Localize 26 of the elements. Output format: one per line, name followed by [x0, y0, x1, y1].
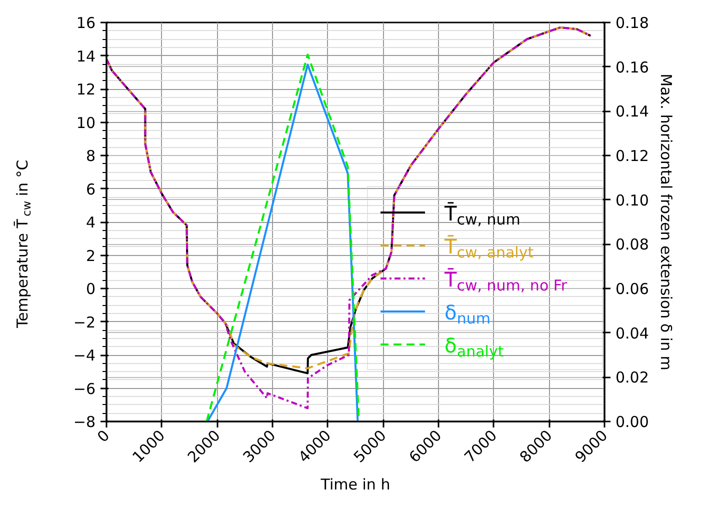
y-tick-label: 14	[76, 47, 96, 66]
y2-tick-label: 0.02	[616, 368, 649, 387]
y2-tick-label: 0.08	[616, 236, 649, 254]
y-tick-label: −2	[73, 313, 96, 332]
y-tick-label: 4	[86, 214, 96, 232]
y-tick-label: 8	[86, 147, 96, 165]
y-tick-label: −4	[73, 346, 96, 364]
y-tick-label: 6	[86, 180, 96, 198]
y2-tick-label: 0.00	[616, 413, 649, 431]
y-tick-label: 2	[86, 246, 96, 265]
y2-tick-label: 0.16	[616, 58, 649, 76]
y2-tick-label: 0.14	[616, 102, 649, 121]
y2-axis-title: Max. horizontal frozen extension δ in m	[656, 74, 675, 370]
y-tick-label: 0	[86, 280, 96, 298]
y-tick-label: 10	[76, 114, 96, 132]
y-tick-label: −6	[73, 380, 96, 398]
y2-tick-label: 0.04	[616, 324, 649, 342]
y2-tick-label: 0.06	[616, 280, 649, 298]
y2-tick-label: 0.18	[616, 14, 649, 32]
y-tick-label: 16	[76, 14, 96, 32]
x-axis-title: Time in h	[320, 475, 390, 494]
y2-tick-label: 0.12	[616, 147, 649, 165]
y2-tick-label: 0.10	[616, 191, 649, 210]
y-axis-title: Temperature T̄cw in °C	[12, 160, 34, 330]
y-tick-label: 12	[76, 80, 96, 98]
y-tick-label: −8	[73, 413, 96, 431]
